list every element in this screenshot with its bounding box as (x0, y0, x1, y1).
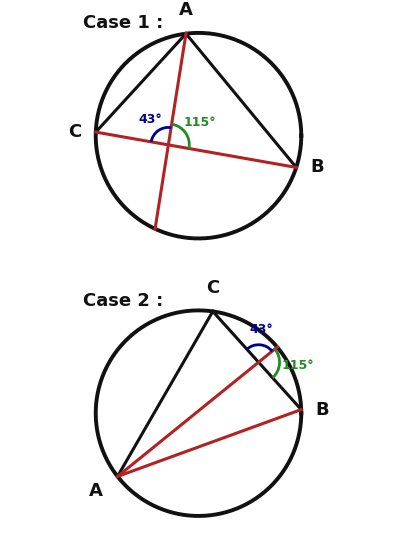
Text: B: B (316, 401, 329, 418)
Text: 43°: 43° (249, 323, 273, 336)
Text: B: B (310, 158, 324, 176)
Text: 115°: 115° (281, 359, 314, 372)
Text: Case 2 :: Case 2 : (83, 292, 164, 310)
Text: 115°: 115° (184, 115, 216, 129)
Text: A: A (89, 482, 103, 500)
Text: A: A (179, 1, 193, 19)
Text: 43°: 43° (139, 113, 162, 127)
Text: Case 1 :: Case 1 : (83, 14, 164, 32)
Text: C: C (206, 279, 220, 297)
Text: C: C (68, 123, 81, 141)
